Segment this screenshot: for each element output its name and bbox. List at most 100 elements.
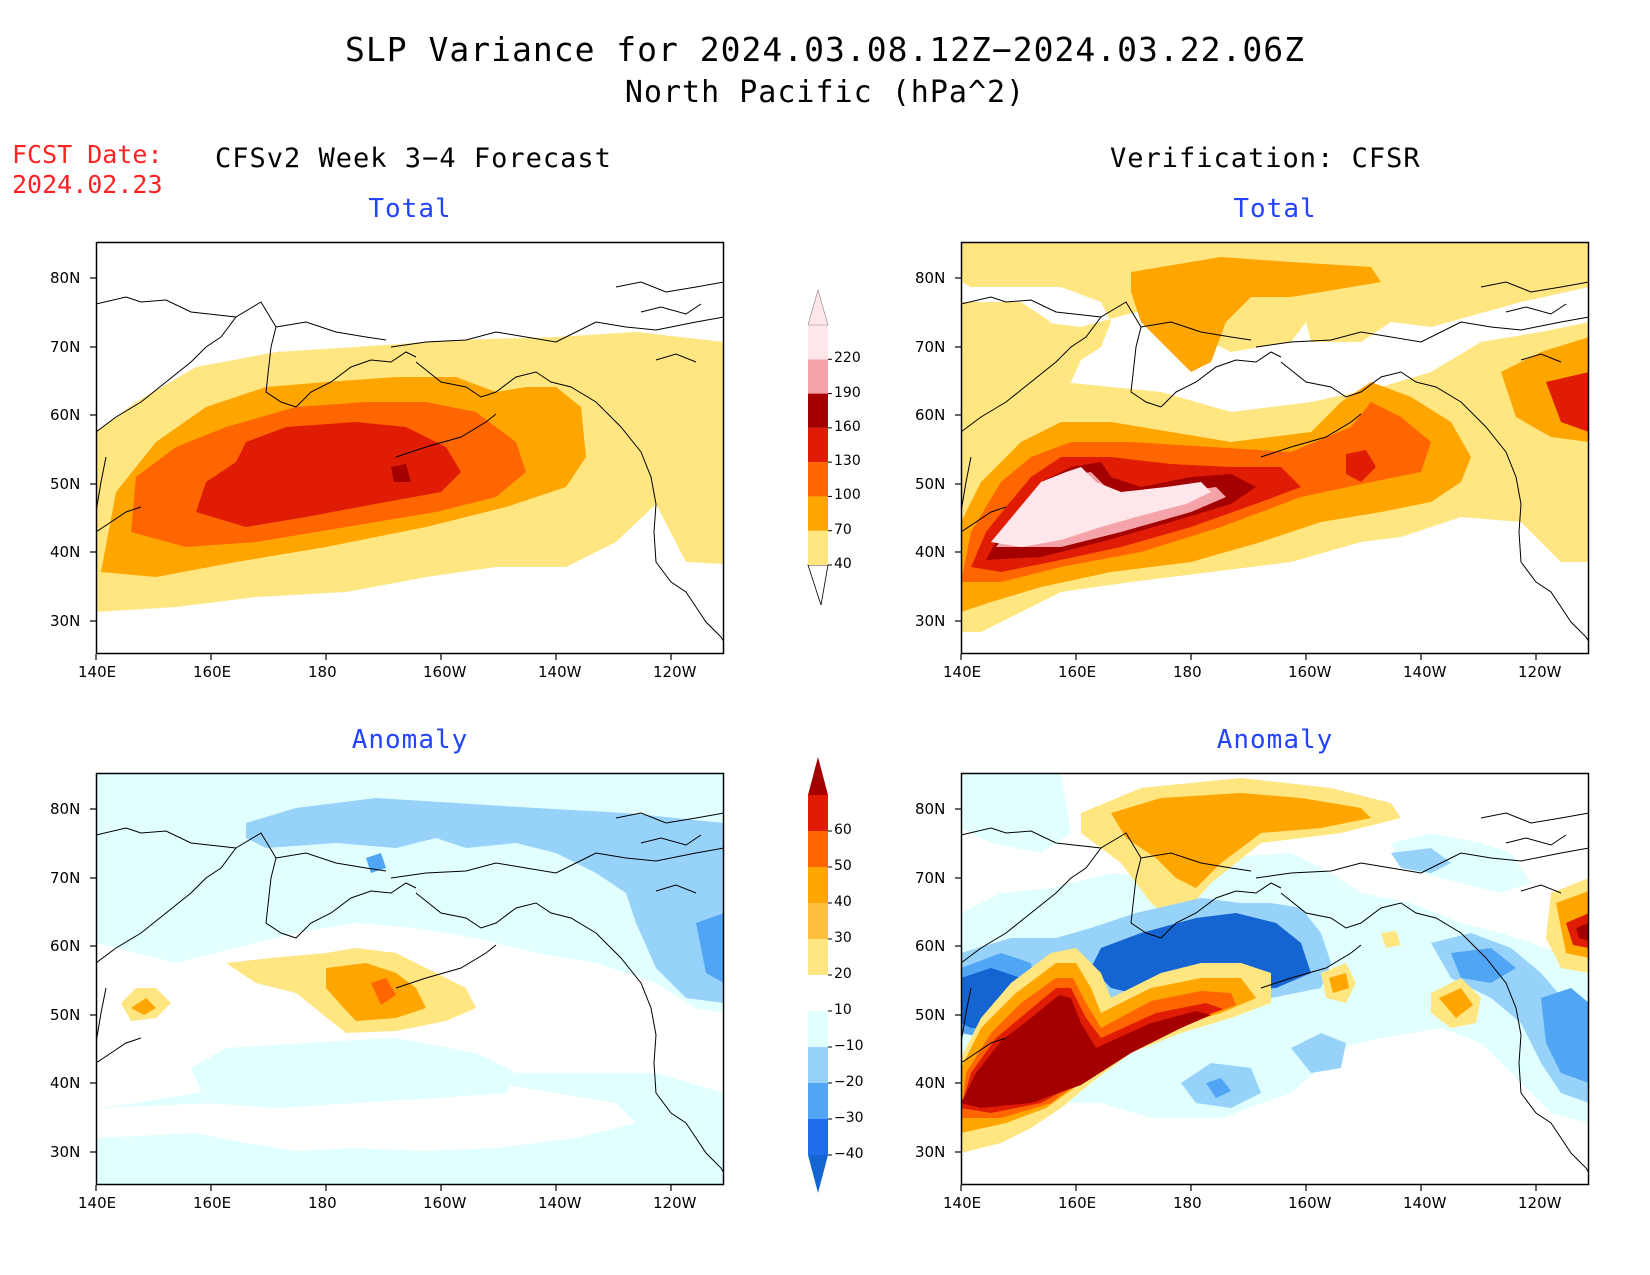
coastline (1280, 892, 1522, 1036)
contour-fill (96, 1083, 636, 1151)
coastline (1505, 303, 1567, 315)
colorbar-extend-low (808, 1155, 828, 1193)
coastline (96, 1037, 142, 1064)
x-tick-label: 140W (538, 1194, 582, 1212)
x-tick-label: 180 (1173, 663, 1202, 681)
contour-fill (1131, 257, 1381, 372)
forecast-column-heading: CFSv2 Week 3−4 Forecast (215, 143, 612, 174)
y-tick-label: 30N (50, 1143, 81, 1161)
y-tick-label: 40N (915, 1074, 946, 1092)
verification-column-heading: Verification: CFSR (1110, 143, 1421, 174)
map-frame (95, 772, 725, 1186)
coastline (653, 503, 724, 643)
colorbar-swatch (808, 1047, 828, 1083)
contour-fill (131, 998, 156, 1015)
x-tick-label: 160E (193, 1194, 232, 1212)
contour-fill (196, 422, 461, 527)
y-tick-label: 30N (50, 612, 81, 630)
contour-fill (1391, 833, 1531, 893)
verif-total-title: Total (1233, 194, 1317, 224)
coastline (295, 882, 417, 939)
contour-fill (991, 467, 1211, 547)
colorbar-label: −40 (834, 1146, 864, 1162)
y-tick-label: 80N (50, 800, 81, 818)
colorbar-label: 10 (834, 1002, 852, 1018)
coastline (615, 812, 724, 824)
coastline (1520, 884, 1562, 894)
verif-anomaly-title: Anomaly (1216, 725, 1334, 755)
x-tick-label: 120W (1518, 663, 1562, 681)
x-tick-label: 120W (653, 1194, 697, 1212)
main-subtitle: North Pacific (hPa^2) (624, 75, 1026, 110)
contour-fill (366, 853, 386, 873)
y-tick-label: 80N (50, 269, 81, 287)
contour-fill (391, 464, 411, 482)
coastline (961, 1037, 1007, 1064)
coastline (655, 353, 697, 363)
x-tick-label: 120W (1518, 1194, 1562, 1212)
colorbar-swatch (808, 427, 828, 463)
colorbar-swatch (808, 975, 828, 1011)
fcst-anomaly-title: Anomaly (351, 725, 469, 755)
colorbar-label: −10 (834, 1038, 864, 1054)
colorbar-label: 40 (834, 556, 852, 572)
coastline (1255, 316, 1589, 348)
coastline (390, 847, 724, 879)
x-tick-label: 140W (1403, 1194, 1447, 1212)
colorbar-swatch (808, 795, 828, 831)
coastline (96, 827, 237, 849)
colorbar-swatch (808, 831, 828, 867)
contour-fill (961, 995, 1211, 1108)
map-canvas (90, 241, 725, 660)
coastline (961, 827, 1102, 849)
contour-fill (1206, 1078, 1231, 1098)
map-frame (960, 772, 1590, 1186)
coastline (615, 281, 724, 293)
contour-fill (246, 798, 724, 1003)
y-tick-label: 60N (915, 937, 946, 955)
x-tick-label: 180 (1173, 1194, 1202, 1212)
x-tick-label: 180 (308, 1194, 337, 1212)
contour-fill (1111, 793, 1371, 888)
contour-fill (961, 242, 1589, 632)
x-tick-label: 140E (78, 663, 117, 681)
colorbar-swatch (808, 393, 828, 428)
colorbar-extend-high (807, 288, 829, 326)
coastline (275, 852, 387, 872)
contour-fill (1451, 948, 1516, 983)
fcst-date-label: FCST Date: (12, 140, 163, 169)
coastline (1505, 834, 1567, 846)
colorbar-label: 220 (834, 350, 861, 367)
colorbar-swatch (808, 530, 828, 565)
coastline (1140, 321, 1252, 341)
contour-fill (371, 978, 396, 1005)
x-tick-label: 120W (653, 663, 697, 681)
x-tick-label: 140E (943, 663, 982, 681)
colorbar-label: −30 (834, 1110, 864, 1126)
y-tick-label: 40N (50, 543, 81, 561)
x-tick-label: 160E (1058, 663, 1097, 681)
y-tick-label: 60N (50, 937, 81, 955)
anomaly-colorbar: −40 −30 −20 −10 10 20 30 40 50 60 (800, 755, 870, 1205)
y-tick-label: 30N (915, 1143, 946, 1161)
colorbar-label: 60 (834, 822, 852, 838)
coastline (96, 832, 297, 964)
colorbar-swatch (808, 939, 828, 975)
colorbar-swatch (808, 496, 828, 531)
coastline (96, 506, 142, 533)
coastline (1280, 361, 1522, 505)
contour-fill (1546, 372, 1589, 432)
y-tick-label: 80N (915, 269, 946, 287)
map-canvas (955, 241, 1590, 660)
x-tick-label: 160E (193, 663, 232, 681)
colorbar-extend-low (807, 564, 829, 606)
fcst-anomaly-map: 140E 160E 180 160W 140W 120W 80N 70N 60N 50N 40N 30… (50, 772, 725, 1212)
x-tick-label: 140E (943, 1194, 982, 1212)
coastline (1260, 944, 1362, 989)
fcst-total-map: 140E 160E 180 160W 140W 120W 80N 70N 60N 50N 40N 30… (50, 241, 725, 681)
coastline (96, 301, 297, 433)
coastline (96, 456, 107, 513)
coastline (415, 361, 657, 505)
colorbar-swatch (808, 867, 828, 903)
coastline (1255, 847, 1589, 879)
